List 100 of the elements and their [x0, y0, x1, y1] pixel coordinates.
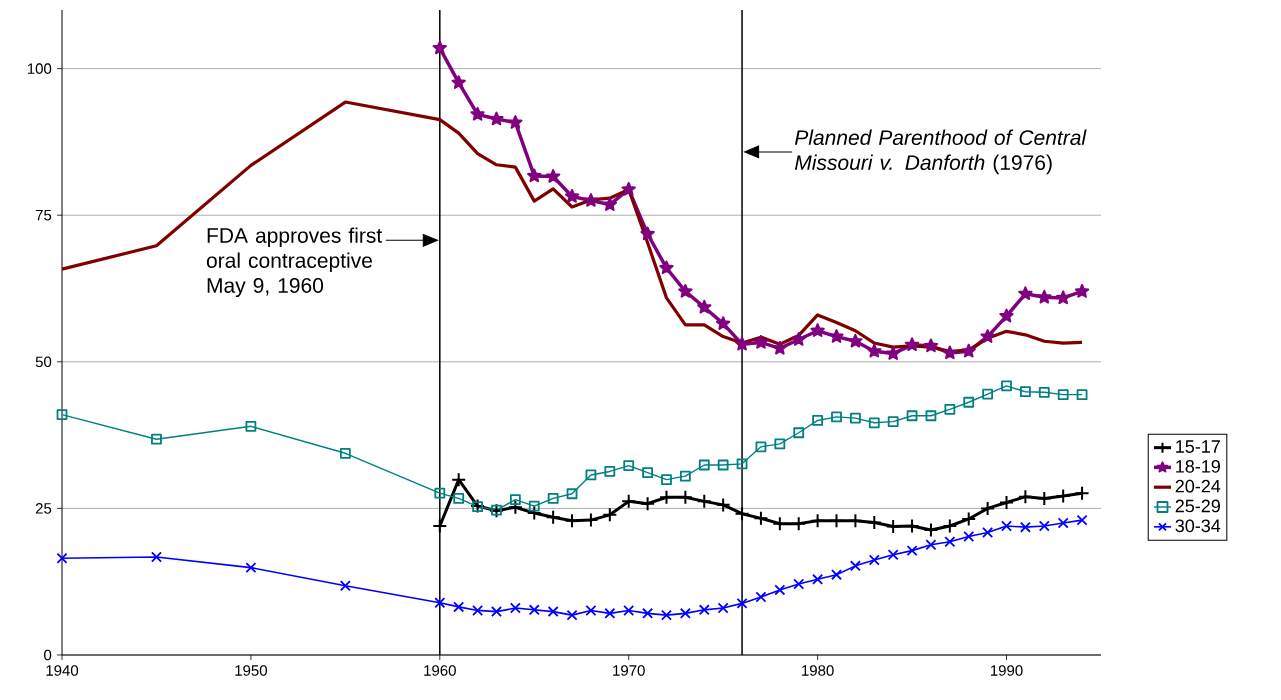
point: [432, 40, 447, 55]
point: [696, 493, 712, 509]
point: [621, 493, 637, 509]
point: [640, 496, 656, 512]
point: [566, 488, 578, 500]
point: [848, 333, 863, 348]
point: [1074, 283, 1090, 298]
point: [963, 396, 975, 408]
point: [999, 495, 1015, 511]
point: [849, 560, 861, 572]
legend-label: 18-19: [1176, 459, 1220, 473]
point: [847, 513, 863, 529]
point: [642, 607, 654, 619]
legend-label: 30-34: [1175, 519, 1221, 533]
point: [829, 329, 844, 343]
point: [528, 500, 540, 512]
point: [942, 345, 958, 360]
point: [944, 403, 956, 415]
point: [1074, 485, 1090, 501]
point: [944, 536, 956, 548]
point: [528, 604, 540, 616]
legend-label: 25-29: [1175, 499, 1220, 513]
point: [831, 569, 842, 581]
point: [793, 578, 805, 590]
point: [717, 459, 729, 471]
point: [925, 410, 937, 422]
x-tick-label: 1980: [802, 665, 834, 676]
point: [1001, 380, 1012, 392]
point: [1037, 289, 1052, 304]
x-tick-label: 1940: [46, 665, 79, 676]
point: [453, 601, 465, 613]
point: [453, 493, 465, 504]
point: [925, 539, 937, 551]
point: [755, 441, 767, 453]
y-tick-label: 50: [35, 356, 52, 368]
point: [1036, 490, 1052, 506]
point: [961, 343, 976, 358]
point: [451, 472, 467, 488]
point: [434, 487, 446, 499]
point: [432, 518, 448, 534]
point: [679, 607, 691, 619]
point: [866, 514, 882, 530]
point: [734, 506, 750, 522]
ref-line-label: FDA approves first oral contraceptive May 9, 1960: [206, 227, 383, 298]
point: [715, 497, 731, 513]
point: [923, 522, 939, 538]
legend-label: 20-24: [1175, 479, 1221, 493]
point: [906, 545, 918, 557]
point: [621, 181, 636, 196]
point: [980, 500, 996, 516]
point: [509, 602, 521, 614]
point: [904, 337, 920, 352]
point: [942, 518, 958, 534]
point: [470, 106, 485, 121]
point: [736, 597, 748, 609]
point: [772, 516, 788, 532]
point: [885, 519, 901, 535]
point: [812, 573, 824, 585]
point: [564, 188, 580, 203]
point: [698, 604, 710, 616]
point: [753, 510, 769, 526]
point: [640, 226, 655, 241]
point: [734, 336, 750, 351]
point: [810, 513, 826, 529]
point: [868, 554, 880, 566]
point: [774, 438, 786, 450]
point: [623, 460, 635, 471]
point: [245, 420, 257, 432]
x-tick-label: 1960: [424, 665, 456, 676]
y-tick-label: 25: [35, 503, 52, 514]
point: [774, 584, 786, 596]
point: [1020, 386, 1031, 398]
point: [677, 489, 693, 505]
point: [831, 411, 842, 423]
point: [434, 597, 446, 609]
ref-line-label: Planned Parenthood of Central Missouri v. Danforth (1976): [794, 129, 1087, 175]
point: [772, 340, 788, 355]
legend-label: 15-17: [1176, 440, 1220, 453]
point: [736, 458, 748, 470]
point: [698, 459, 710, 471]
point: [697, 299, 712, 314]
point: [56, 552, 68, 564]
point: [887, 549, 899, 561]
point: [923, 338, 939, 353]
point: [810, 323, 825, 337]
point: [623, 604, 635, 616]
x-tick-label: 1950: [235, 665, 267, 676]
point: [1055, 488, 1071, 504]
point: [812, 415, 824, 426]
point: [755, 591, 767, 603]
y-tick-label: 0: [44, 649, 52, 661]
point: [56, 409, 68, 420]
point: [659, 260, 674, 275]
point: [679, 470, 691, 482]
point: [583, 193, 599, 207]
x-tick-label: 1970: [613, 665, 645, 676]
point: [604, 466, 616, 477]
point: [982, 526, 994, 538]
point: [602, 507, 618, 523]
point: [887, 416, 899, 428]
